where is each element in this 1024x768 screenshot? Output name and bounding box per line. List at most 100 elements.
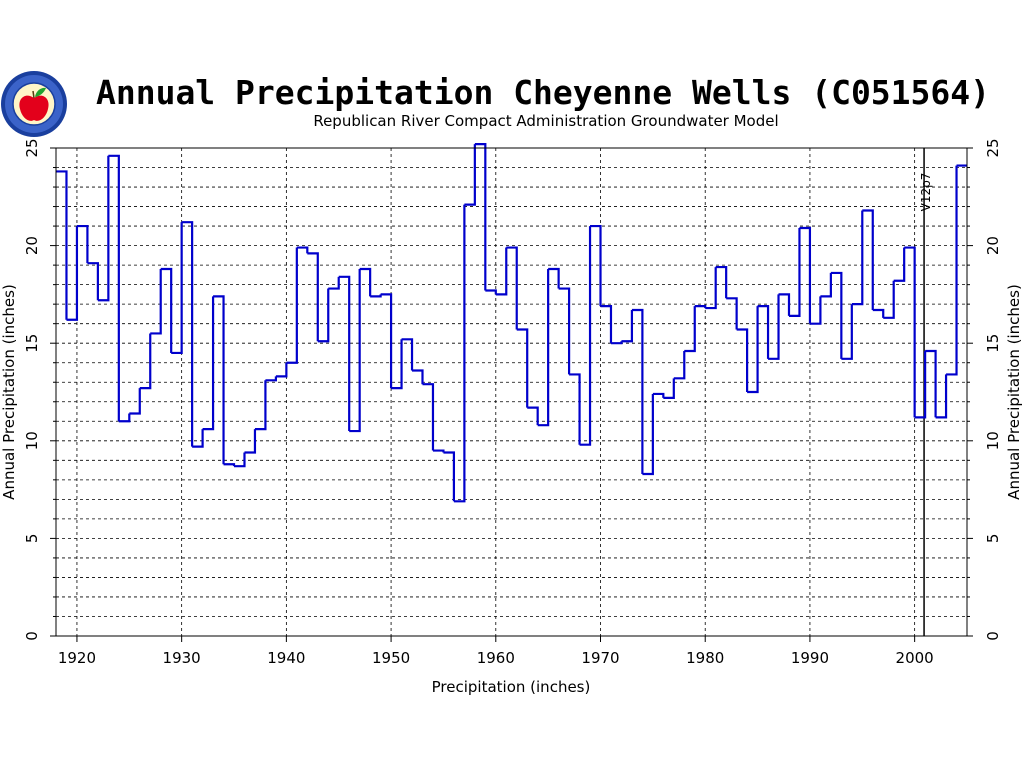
step-segment-1939 [275,362,288,378]
step-segment-1962 [516,328,529,408]
step-segment-1988 [788,228,801,317]
step-segment-1968 [579,226,592,446]
x-tick-label: 1980 [686,649,724,667]
step-segment-1923 [108,154,120,422]
y-tick-label-left: 25 [23,138,41,157]
y-tick-label-left: 15 [23,334,41,353]
step-segment-1922 [97,155,110,302]
step-segment-1951 [401,338,414,371]
step-segment-1961 [506,246,518,330]
step-segment-1972 [621,310,634,343]
y-tick-label-right: 15 [984,334,1002,353]
step-segment-1950 [391,339,403,390]
y-tick-label-right: 25 [984,138,1002,157]
x-tick-label: 1990 [791,649,829,667]
step-segment-1948 [370,294,382,298]
y-axis-title-right: Annual Precipitation (inches) [1005,284,1023,500]
step-segment-1947 [359,267,372,297]
x-tick-label: 1940 [267,649,305,667]
step-segment-1981 [715,265,728,299]
step-segment-1960 [495,247,508,296]
step-segment-1978 [684,306,696,353]
axes: 1920 1930 1940 1950 1960 1970 1980 1990 2000 0 0 5 5… [23,138,1002,667]
step-segment-1958 [474,142,487,291]
plot-frame [55,147,968,637]
step-segment-1992 [830,271,843,359]
step-segment-1926 [139,333,152,390]
step-segment-1994 [851,210,864,306]
step-segment-1929 [171,222,183,355]
step-segment-1977 [673,351,686,380]
y-tick-label-left: 20 [23,236,41,255]
step-segment-1949 [380,293,393,389]
step-segment-1930 [181,221,194,447]
step-segment-1946 [349,269,361,433]
annotation-label: V12p7 [919,173,933,212]
step-segment-1983 [736,328,749,392]
step-segment-1952 [412,369,424,385]
apple-stem [32,90,35,99]
y-tick-label-right: 20 [984,236,1002,255]
leaf-icon [35,87,46,97]
x-tick-label: 1930 [163,649,201,667]
step-segment-1984 [747,306,759,394]
step-segment-1973 [631,308,644,474]
step-segment-1945 [338,275,351,432]
step-segment-1919 [66,226,79,321]
step-segment-1932 [202,296,215,431]
step-segment-1969 [590,224,602,307]
step-segment-1979 [694,305,707,309]
step-segment-1943 [317,288,330,343]
step-segment-1931 [192,429,204,448]
grid-lines [56,148,967,636]
step-segment-1940 [286,247,298,364]
step-segment-1999 [904,246,916,418]
step-segment-1925 [129,388,141,415]
y-tick-label-left: 0 [23,631,41,641]
step-segment-1965 [548,267,560,289]
x-tick-label: 1950 [372,649,410,667]
x-tick-label: 2000 [896,649,934,667]
y-tick-label-right: 0 [984,631,1002,641]
step-segment-1997 [883,280,895,319]
step-segment-1934 [223,463,236,467]
step-segment-1924 [118,413,131,423]
step-segment-1920 [76,224,89,264]
x-tick-label: 1970 [581,649,619,667]
step-segment-1921 [87,262,99,301]
step-segment-1935 [234,452,246,468]
y-tick-label-left: 10 [23,431,41,450]
step-segment-1982 [726,297,738,330]
step-segment-1974 [642,393,654,476]
y-tick-label-right: 5 [984,534,1002,544]
step-segment-1990 [809,296,822,325]
step-segment-1998 [893,247,906,282]
apple-icon [19,95,49,121]
chart-subtitle: Republican River Compact Administration … [313,112,778,130]
step-segment-1933 [213,295,225,465]
y-axis-title-left: Annual Precipitation (inches) [0,284,18,500]
step-segment-2000 [914,351,927,419]
step-segment-1975 [652,392,665,398]
step-segment-1963 [527,406,539,426]
step-segment-1918 [56,170,68,320]
y-tick-label-left: 5 [23,534,41,544]
step-segment-2002 [935,374,948,419]
step-segment-1953 [422,383,435,451]
step-segment-1989 [799,226,812,324]
y-tick-label-right: 10 [984,431,1002,450]
step-segment-1954 [432,449,445,453]
step-segment-1985 [757,305,770,359]
step-segment-2003 [946,165,958,376]
step-segment-1941 [296,246,309,254]
step-segment-1959 [485,289,497,295]
step-segment-1980 [705,267,717,310]
step-segment-1937 [254,380,267,431]
x-tick-label: 1960 [477,649,515,667]
step-segment-1996 [872,308,885,318]
step-segment-1986 [768,294,780,360]
step-segment-1987 [778,293,791,316]
step-segment-1993 [841,304,853,360]
